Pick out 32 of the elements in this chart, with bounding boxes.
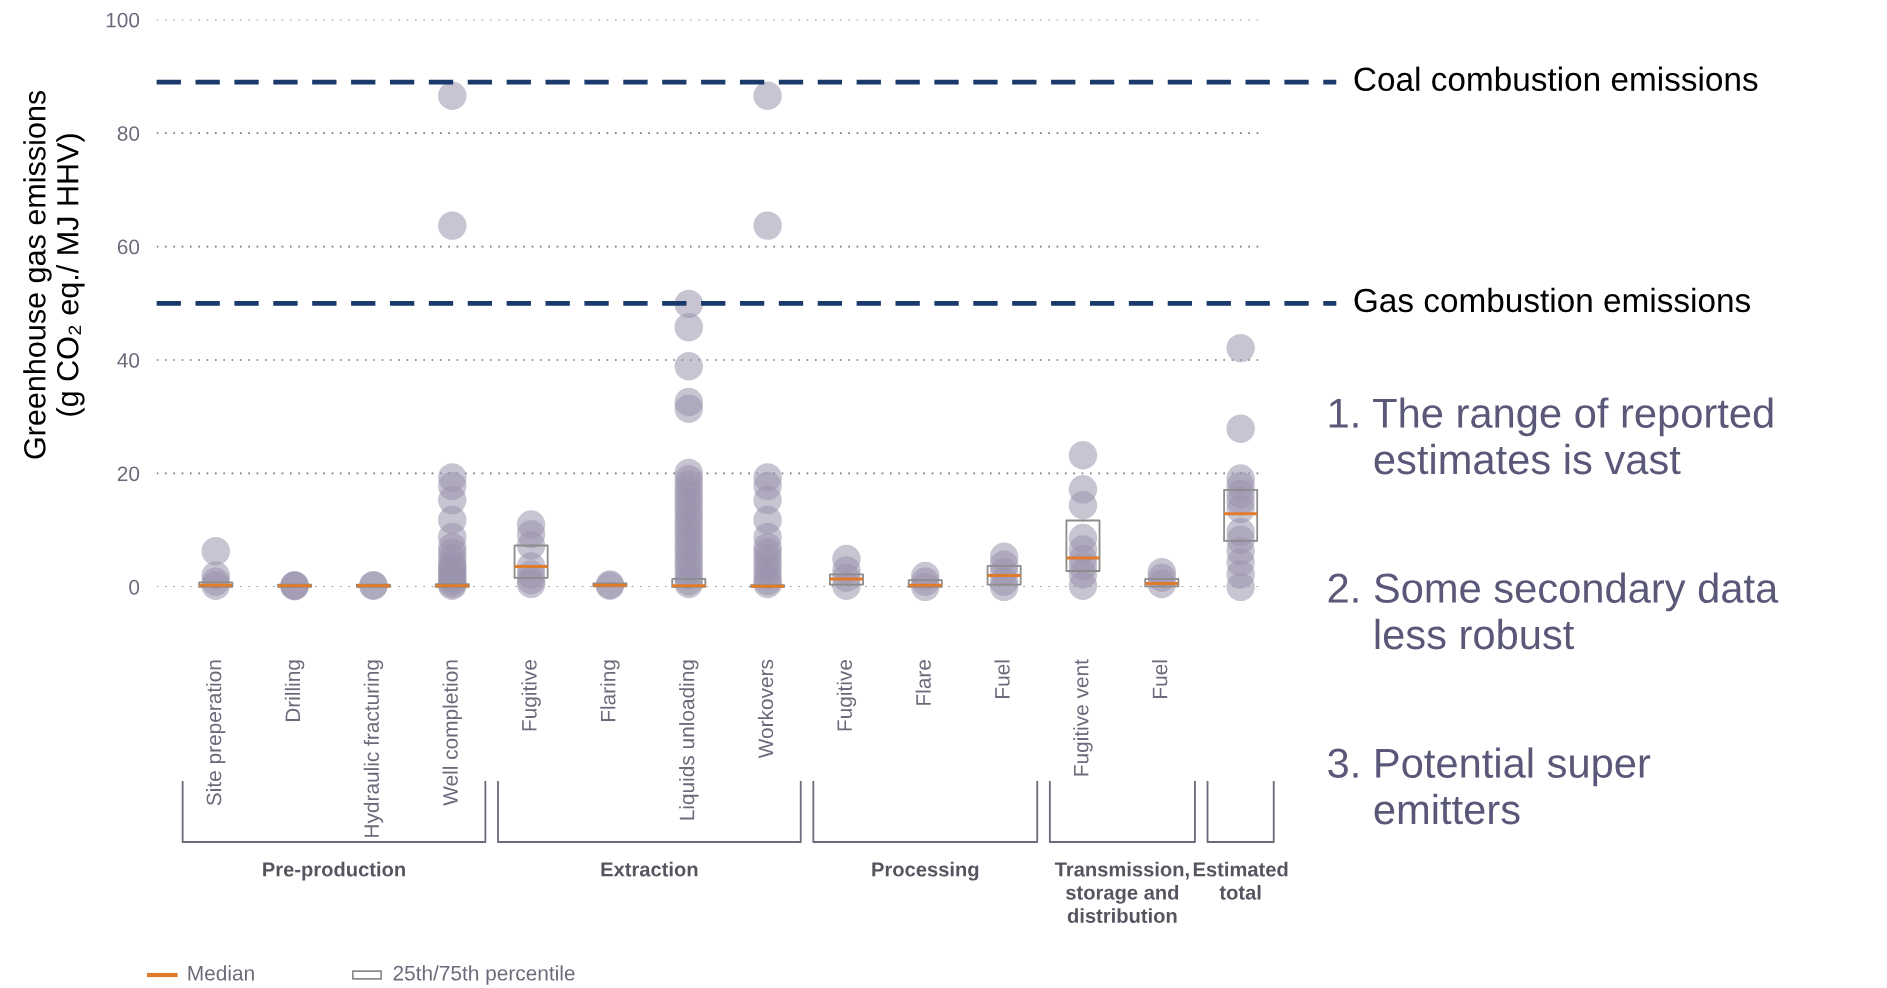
text: 2. Some secondary data less robust	[1328, 572, 1779, 650]
text: Median	[188, 965, 254, 981]
ref-line-label: Coal combustion emissions	[1354, 66, 1758, 92]
text: Extraction	[601, 861, 698, 877]
x-tick-label: Flaring	[600, 660, 620, 722]
x-tick-label: Drilling	[284, 660, 305, 722]
y-axis-title: Greenhouse gas emissions (g CO₂ eq./ MJ HHV)	[23, 90, 85, 459]
y-tick-label: 40	[117, 353, 140, 368]
text: Transmission, storage and distribution	[1054, 861, 1189, 923]
x-tick-label: Workovers	[757, 659, 774, 759]
x-tick-label: Fugitive	[836, 660, 857, 731]
text: Pre-production	[263, 861, 405, 881]
x-tick-label: Hydraulic fracturing	[363, 660, 384, 837]
y-tick-label: 60	[117, 239, 140, 255]
text: 3. Potential super emitters	[1328, 747, 1651, 825]
text: 25th/75th percentile	[393, 965, 575, 985]
y-tick-label: 0	[129, 579, 140, 595]
y-tick-label: 80	[117, 126, 140, 141]
x-tick-label: Fugitive	[521, 660, 541, 731]
x-tick-label: Well completion	[442, 660, 462, 806]
x-tick-label: Fugitive vent	[1073, 659, 1093, 776]
text: Estimated total	[1193, 861, 1288, 900]
text: 1. The range of reported estimates is vast	[1329, 397, 1773, 475]
y-tick-label: 20	[117, 466, 140, 482]
y-tick-label: 100	[106, 12, 140, 28]
x-tick-label: Liquids unloading	[679, 660, 699, 820]
x-tick-label: Fuel	[1152, 660, 1168, 698]
x-tick-label: Fuel	[994, 660, 1010, 698]
x-tick-label: Flare	[915, 660, 931, 705]
text: Processing	[872, 861, 979, 881]
ref-line-label: Gas combustion emissions	[1354, 287, 1751, 313]
x-tick-label: Site preperation	[206, 660, 226, 806]
